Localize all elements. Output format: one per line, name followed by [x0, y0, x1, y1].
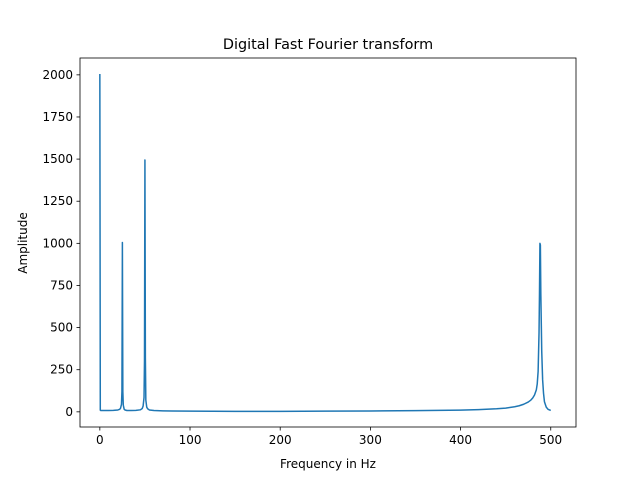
axes-frame — [79, 57, 577, 428]
x-tick-label: 500 — [539, 433, 562, 447]
y-tick-label: 2000 — [42, 68, 73, 82]
x-tick-label: 300 — [359, 433, 382, 447]
axes: 0 100 200 300 400 500 0 250 500 750 1000 1250 1500 17… — [42, 57, 577, 447]
x-tick-label: 200 — [269, 433, 292, 447]
y-tick-label: 1000 — [42, 236, 73, 250]
y-tick-label: 250 — [50, 363, 73, 377]
chart-title: Digital Fast Fourier transform — [223, 37, 433, 53]
x-tick-label: 400 — [449, 433, 472, 447]
y-tick-label: 750 — [50, 278, 73, 292]
y-tick-label: 1750 — [42, 110, 73, 124]
series-line-0 — [99, 74, 552, 413]
x-tick-label: 100 — [179, 433, 202, 447]
x-tick-label: 0 — [96, 433, 104, 447]
y-tick-label: 0 — [65, 405, 73, 419]
x-axis-label: Frequency in Hz — [280, 457, 376, 471]
plot-area — [99, 74, 552, 413]
y-tick-label: 1500 — [42, 152, 73, 166]
y-axis-label: Amplitude — [16, 212, 30, 274]
y-tick-label: 500 — [50, 321, 73, 335]
y-tick-label: 1250 — [42, 194, 73, 208]
